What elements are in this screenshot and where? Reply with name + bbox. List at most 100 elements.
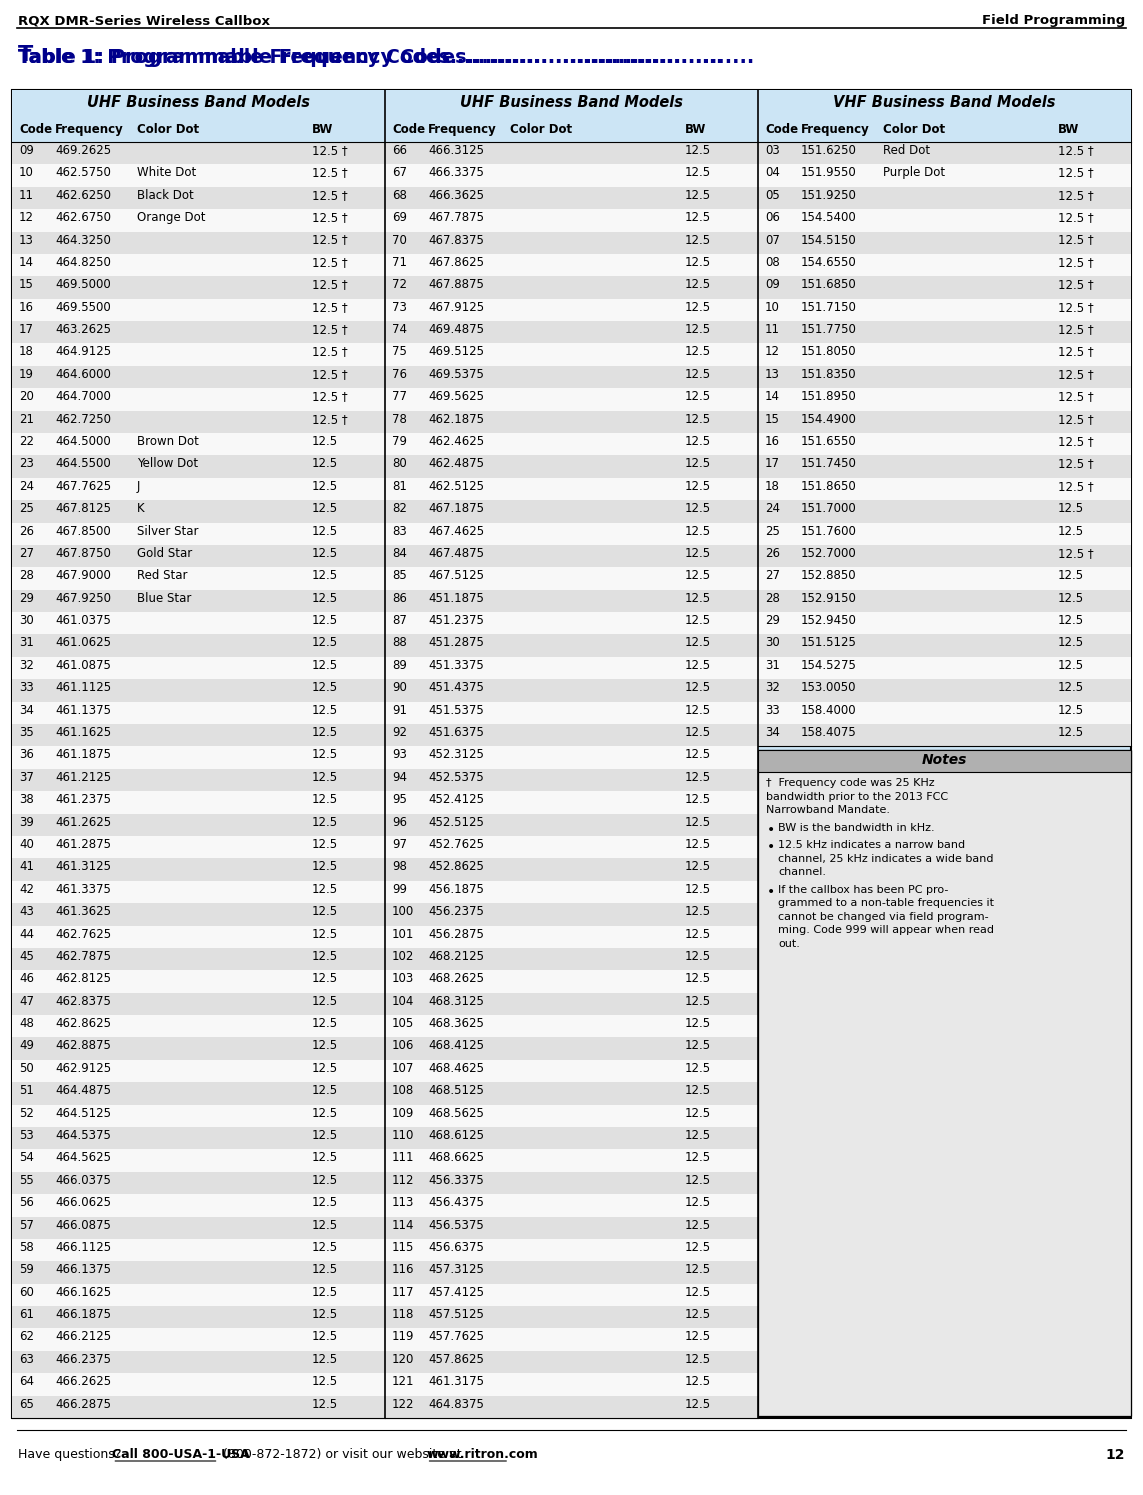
Text: 39: 39 (19, 816, 34, 828)
Text: J: J (137, 480, 141, 493)
Text: 66: 66 (392, 144, 407, 157)
Text: 462.9125: 462.9125 (55, 1061, 111, 1075)
Text: 151.7600: 151.7600 (801, 525, 857, 538)
Text: 42: 42 (19, 882, 34, 896)
Text: 462.5125: 462.5125 (427, 480, 483, 493)
Text: 468.6125: 468.6125 (427, 1129, 483, 1142)
Text: 121: 121 (392, 1375, 415, 1389)
Text: 467.4625: 467.4625 (427, 525, 485, 538)
Bar (758, 142, 1132, 164)
Text: 17: 17 (19, 323, 34, 336)
Bar (385, 1307, 758, 1329)
Bar (11, 768, 385, 791)
Text: 462.7250: 462.7250 (55, 413, 111, 426)
Text: 467.5125: 467.5125 (427, 570, 483, 583)
Text: 61: 61 (19, 1308, 34, 1322)
Text: Red Star: Red Star (137, 570, 187, 583)
Bar (11, 1396, 385, 1417)
Bar (11, 1195, 385, 1217)
Bar (385, 478, 758, 501)
Bar (385, 1239, 758, 1262)
Text: 12.5: 12.5 (312, 704, 338, 716)
Bar (758, 679, 1132, 701)
Text: 468.4125: 468.4125 (427, 1039, 483, 1052)
Text: 53: 53 (19, 1129, 34, 1142)
Text: 26: 26 (19, 525, 34, 538)
Text: 12.5: 12.5 (1058, 682, 1084, 694)
Text: 12.5: 12.5 (312, 994, 338, 1008)
Text: 469.5125: 469.5125 (427, 345, 483, 359)
Text: 151.8650: 151.8650 (801, 480, 857, 493)
Text: 456.5375: 456.5375 (427, 1218, 483, 1232)
Bar (758, 254, 1132, 277)
Bar (385, 142, 758, 164)
Text: 91: 91 (392, 704, 407, 716)
Bar (385, 1396, 758, 1417)
Text: 467.9125: 467.9125 (427, 300, 485, 314)
Text: 12.5: 12.5 (1058, 525, 1084, 538)
Text: 12.5: 12.5 (312, 1398, 338, 1411)
Bar (385, 858, 758, 881)
Text: 32: 32 (765, 682, 780, 694)
Text: 466.1125: 466.1125 (55, 1241, 111, 1254)
Bar (758, 232, 1132, 254)
Text: 452.7625: 452.7625 (427, 839, 483, 851)
Text: 14: 14 (765, 390, 780, 404)
Text: If the callbox has been PC pro-: If the callbox has been PC pro- (778, 885, 949, 896)
Bar (385, 344, 758, 366)
Text: 12: 12 (765, 345, 780, 359)
Bar (11, 411, 385, 434)
Text: 18: 18 (19, 345, 34, 359)
Bar (11, 567, 385, 589)
Text: RQX DMR-Series Wireless Callbox: RQX DMR-Series Wireless Callbox (18, 13, 270, 27)
Text: 12.5: 12.5 (685, 1174, 711, 1187)
Text: 12.5: 12.5 (1058, 637, 1084, 649)
Text: 98: 98 (392, 860, 407, 873)
Text: •: • (767, 840, 775, 855)
Text: 12.5: 12.5 (312, 1129, 338, 1142)
Text: 467.1875: 467.1875 (427, 502, 483, 516)
Text: 12.5 †: 12.5 † (312, 323, 347, 336)
Text: 24: 24 (19, 480, 34, 493)
Text: 100: 100 (392, 904, 414, 918)
Text: 461.1125: 461.1125 (55, 682, 111, 694)
Text: 464.7000: 464.7000 (55, 390, 111, 404)
Text: 464.5500: 464.5500 (55, 457, 111, 471)
Bar (385, 634, 758, 656)
Text: 89: 89 (392, 659, 407, 671)
Text: channel, 25 kHz indicates a wide band: channel, 25 kHz indicates a wide band (778, 854, 993, 864)
Text: 467.8750: 467.8750 (55, 547, 111, 561)
Text: Color Dot: Color Dot (137, 123, 199, 136)
Text: 12.5: 12.5 (312, 816, 338, 828)
Text: 12.5 kHz indicates a narrow band: 12.5 kHz indicates a narrow band (778, 840, 965, 851)
Text: 41: 41 (19, 860, 34, 873)
Text: 12.5: 12.5 (312, 659, 338, 671)
Text: Field Programming: Field Programming (982, 13, 1125, 27)
Text: 80: 80 (392, 457, 407, 471)
Bar (385, 903, 758, 925)
Text: 12.5: 12.5 (685, 882, 711, 896)
Text: 90: 90 (392, 682, 407, 694)
Text: 29: 29 (19, 592, 34, 604)
Text: 105: 105 (392, 1017, 414, 1030)
Bar (11, 1217, 385, 1239)
Text: 12.5: 12.5 (685, 1375, 711, 1389)
Text: 104: 104 (392, 994, 415, 1008)
Text: 15: 15 (765, 413, 780, 426)
Text: Table 1: Programmable Frequency Codes.......................................: Table 1: Programmable Frequency Codes...… (18, 48, 724, 67)
Text: 12.5: 12.5 (685, 1017, 711, 1030)
Text: 451.2875: 451.2875 (427, 637, 483, 649)
Text: 83: 83 (392, 525, 407, 538)
Text: 461.2875: 461.2875 (55, 839, 111, 851)
Bar (758, 389, 1132, 411)
Text: 12.5: 12.5 (312, 771, 338, 783)
Text: Notes: Notes (921, 753, 967, 767)
Text: 50: 50 (19, 1061, 34, 1075)
Bar (11, 321, 385, 344)
Text: 12.5: 12.5 (312, 972, 338, 985)
Bar (385, 187, 758, 209)
Text: 467.9250: 467.9250 (55, 592, 111, 604)
Bar (758, 456, 1132, 478)
Text: 464.5000: 464.5000 (55, 435, 111, 448)
Text: 451.6375: 451.6375 (427, 727, 483, 739)
